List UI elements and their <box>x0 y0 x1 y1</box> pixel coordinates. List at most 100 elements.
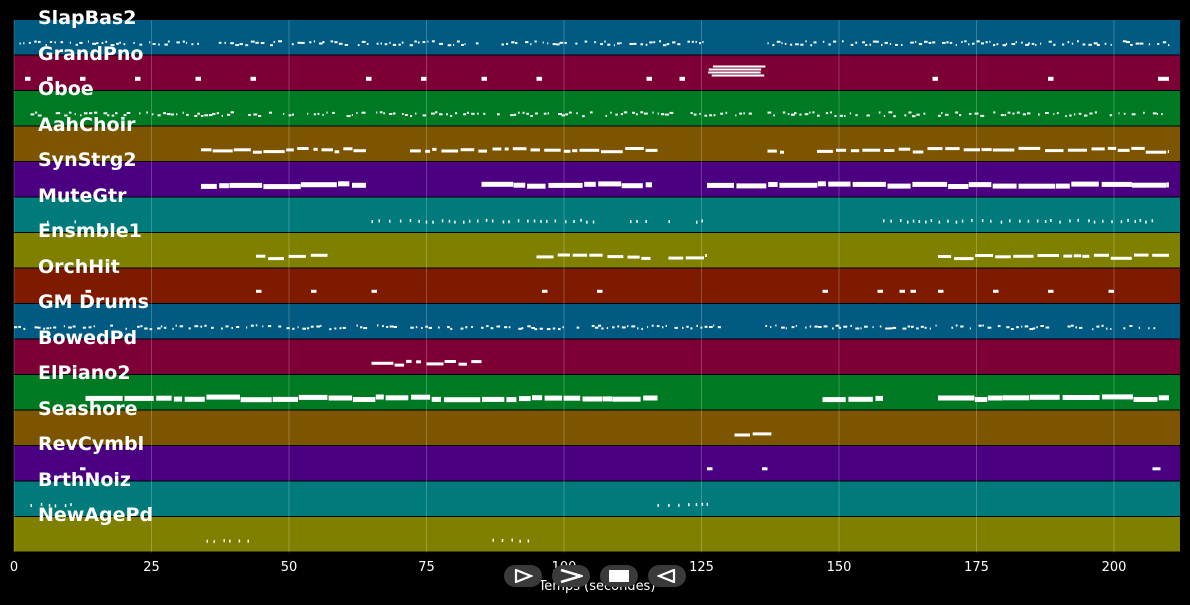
note-mark <box>344 44 349 46</box>
note-mark <box>245 44 249 47</box>
note-mark <box>37 114 42 117</box>
stop-button[interactable] <box>600 565 638 587</box>
note-mark <box>1067 41 1070 44</box>
track-label: RevCymbl <box>38 433 145 455</box>
note-mark <box>781 326 785 329</box>
note-mark <box>1158 76 1169 81</box>
note-mark <box>1067 325 1071 328</box>
note-mark <box>110 44 115 47</box>
track-lane <box>14 91 1180 126</box>
note-mark <box>855 327 860 330</box>
note-mark <box>1030 394 1060 400</box>
note-mark <box>607 255 624 259</box>
note-mark <box>565 220 567 224</box>
note-mark <box>206 394 240 400</box>
note-mark <box>194 115 198 117</box>
note-mark <box>464 43 466 46</box>
note-mark <box>258 115 262 117</box>
note-mark <box>699 112 701 115</box>
forward-button[interactable] <box>552 565 590 587</box>
note-mark <box>1021 325 1023 328</box>
note-mark <box>83 112 88 115</box>
note-mark <box>717 326 721 329</box>
note-mark <box>1024 325 1029 328</box>
note-mark <box>426 362 444 366</box>
note-mark <box>602 396 613 402</box>
note-mark <box>708 71 761 74</box>
note-mark <box>64 114 68 117</box>
note-mark <box>800 43 804 46</box>
note-mark <box>700 326 703 329</box>
note-mark <box>441 219 444 223</box>
note-mark <box>383 112 385 115</box>
note-mark <box>547 42 549 45</box>
note-mark <box>157 114 161 117</box>
note-mark <box>818 326 822 328</box>
note-mark <box>707 182 734 188</box>
note-mark <box>530 43 532 46</box>
note-mark <box>439 42 443 45</box>
note-mark <box>448 219 451 223</box>
note-mark <box>912 115 916 118</box>
note-mark <box>711 74 765 77</box>
note-mark <box>838 326 841 329</box>
note-mark <box>1089 112 1093 115</box>
note-mark <box>418 219 420 223</box>
track-label: BowedPd <box>38 326 138 349</box>
note-mark <box>511 41 515 44</box>
note-mark <box>929 327 931 330</box>
note-mark <box>865 44 868 46</box>
note-mark <box>959 114 962 117</box>
note-mark <box>678 503 680 507</box>
note-mark <box>558 328 561 331</box>
note-mark <box>993 44 996 47</box>
note-mark <box>997 325 1001 328</box>
note-mark <box>422 114 427 117</box>
note-mark <box>149 328 153 331</box>
note-mark <box>920 325 924 328</box>
note-mark <box>575 42 578 45</box>
note-mark <box>582 115 585 118</box>
note-mark <box>444 360 456 363</box>
note-mark <box>704 325 708 328</box>
note-mark <box>14 326 18 329</box>
note-mark <box>1032 327 1036 330</box>
tick-label: 200 <box>1101 560 1127 575</box>
note-mark <box>925 220 927 224</box>
note-mark <box>1073 254 1082 258</box>
note-mark <box>869 43 872 46</box>
note-mark <box>531 327 535 329</box>
note-mark <box>932 41 936 44</box>
note-mark <box>1143 111 1145 114</box>
note-mark <box>1157 43 1160 45</box>
note-mark <box>248 113 251 116</box>
note-mark <box>1029 328 1033 331</box>
note-mark <box>486 325 489 328</box>
note-mark <box>506 397 517 403</box>
note-mark <box>961 41 963 43</box>
note-mark <box>1028 42 1030 45</box>
note-mark <box>1094 111 1097 114</box>
note-mark <box>463 220 465 224</box>
note-mark <box>823 325 828 328</box>
note-mark <box>48 503 51 507</box>
note-mark <box>310 253 328 257</box>
note-mark <box>559 41 564 44</box>
note-mark <box>610 111 612 114</box>
note-mark <box>236 326 240 328</box>
note-mark <box>1130 43 1133 46</box>
note-mark <box>860 327 862 330</box>
note-mark <box>935 324 937 327</box>
tick-label: 125 <box>689 560 714 575</box>
note-mark <box>82 326 86 329</box>
note-mark <box>139 112 141 115</box>
note-mark <box>682 326 684 329</box>
note-mark <box>1093 42 1098 45</box>
rewind-button[interactable] <box>648 565 686 587</box>
play-outline-icon <box>514 569 533 583</box>
note-mark <box>1088 43 1092 46</box>
note-mark <box>460 327 464 330</box>
note-mark <box>485 218 488 222</box>
note-mark <box>149 41 151 44</box>
play-button[interactable] <box>504 565 542 587</box>
